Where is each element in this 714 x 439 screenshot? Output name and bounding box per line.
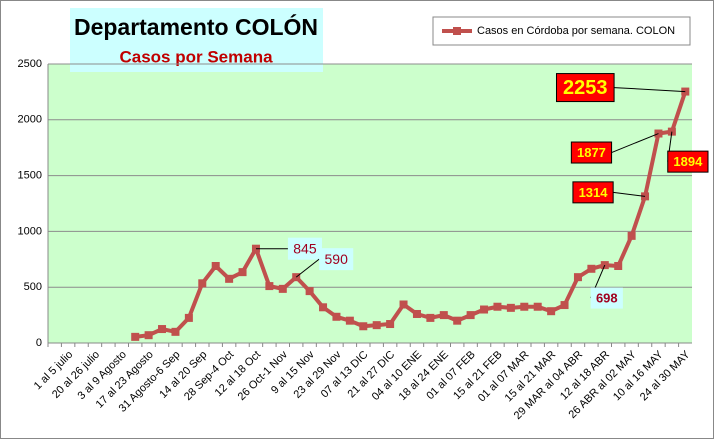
data-point <box>426 313 435 322</box>
data-label: 698 <box>596 291 618 306</box>
legend-box <box>432 16 691 46</box>
data-point <box>466 311 475 320</box>
data-point <box>439 311 448 320</box>
data-point <box>372 321 381 330</box>
data-point <box>412 309 421 318</box>
y-tick-label: 2000 <box>18 114 42 126</box>
y-tick-label: 0 <box>36 337 42 349</box>
data-point <box>144 331 153 340</box>
data-point <box>158 325 167 334</box>
y-tick-label: 1000 <box>18 225 42 237</box>
title-box <box>70 8 323 72</box>
data-point <box>225 274 234 283</box>
data-point <box>345 316 354 325</box>
data-label: 590 <box>325 251 349 267</box>
data-label-box <box>667 150 709 173</box>
data-point <box>547 307 556 316</box>
data-point <box>533 302 542 311</box>
y-tick-label: 1500 <box>18 170 42 182</box>
data-point <box>587 264 596 273</box>
data-point <box>520 302 529 311</box>
leader-line <box>295 258 320 278</box>
data-label: 1314 <box>579 185 609 200</box>
data-point <box>359 322 368 331</box>
data-label-box <box>570 141 613 164</box>
data-label: 2253 <box>563 77 608 99</box>
y-tick-label: 500 <box>24 281 42 293</box>
leader-line <box>614 87 686 93</box>
data-label: 1877 <box>577 145 606 160</box>
data-point <box>627 231 636 240</box>
leader-line <box>613 191 646 197</box>
data-point <box>305 287 314 296</box>
plot-area <box>48 64 692 343</box>
data-point <box>198 279 207 288</box>
data-point <box>184 313 193 322</box>
data-point <box>238 268 247 277</box>
legend-marker <box>453 27 461 35</box>
data-point <box>493 302 502 311</box>
data-point <box>211 261 220 270</box>
data-point <box>265 282 274 291</box>
data-point <box>278 284 287 293</box>
data-point <box>332 312 341 321</box>
data-label-box <box>572 181 614 204</box>
data-point <box>506 303 515 312</box>
data-label: 845 <box>293 240 317 256</box>
data-point <box>480 305 489 314</box>
data-point <box>399 300 408 309</box>
data-point <box>171 327 180 336</box>
data-point <box>251 244 260 253</box>
data-label-box <box>590 287 623 309</box>
data-point <box>453 316 462 325</box>
data-point <box>560 301 569 310</box>
legend-label: Casos en Córdoba por semana. COLON <box>477 25 675 37</box>
chart-subtitle: Casos por Semana <box>119 47 273 66</box>
data-point <box>614 261 623 270</box>
data-point <box>131 332 140 341</box>
data-label: 1894 <box>673 154 703 169</box>
data-label-box <box>319 248 354 271</box>
data-point <box>319 303 328 312</box>
chart-title: Departamento COLÓN <box>74 13 318 40</box>
data-label-box <box>555 73 615 103</box>
data-label-box <box>287 237 322 260</box>
leader-line <box>611 133 659 153</box>
data-point <box>386 320 395 329</box>
y-tick-label: 2500 <box>18 58 42 70</box>
data-point <box>573 273 582 282</box>
